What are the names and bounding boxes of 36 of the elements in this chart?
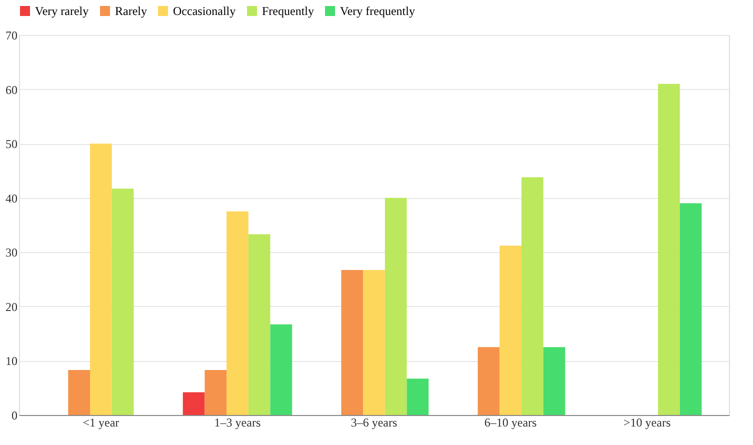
bar bbox=[363, 270, 385, 415]
legend-label: Occasionally bbox=[173, 4, 236, 18]
x-tick-label: 3–6 years bbox=[350, 416, 398, 430]
bar bbox=[248, 234, 270, 415]
bar bbox=[182, 392, 205, 415]
bar bbox=[658, 84, 680, 415]
bar bbox=[90, 144, 112, 415]
bar bbox=[478, 347, 500, 415]
bar bbox=[500, 246, 522, 415]
bar bbox=[341, 270, 364, 415]
x-tick-label: 6–10 years bbox=[484, 416, 538, 430]
legend-label: Very frequently bbox=[340, 4, 415, 18]
y-tick-label: 50 bbox=[6, 137, 18, 152]
y-tick-label: 20 bbox=[6, 300, 18, 314]
y-tick-label: 40 bbox=[6, 191, 18, 206]
x-tick-label: <1 year bbox=[82, 416, 120, 430]
bar bbox=[204, 370, 227, 415]
legend-label: Rarely bbox=[115, 4, 147, 18]
bar bbox=[226, 211, 248, 415]
y-tick-label: 0 bbox=[12, 408, 18, 422]
legend-label: Very rarely bbox=[35, 4, 89, 18]
bar bbox=[270, 324, 292, 415]
legend-label: Frequently bbox=[262, 4, 314, 18]
x-tick-label: 1–3 years bbox=[214, 416, 261, 430]
bar bbox=[521, 177, 544, 415]
y-tick-label: 70 bbox=[6, 28, 18, 42]
y-tick-label: 30 bbox=[6, 246, 18, 260]
bar bbox=[543, 347, 566, 415]
x-tick-label: >10 years bbox=[624, 416, 671, 430]
bar bbox=[406, 378, 429, 415]
bar bbox=[112, 188, 134, 415]
y-tick-label: 60 bbox=[6, 82, 18, 97]
y-tick-label: 10 bbox=[6, 354, 18, 368]
bar bbox=[680, 203, 702, 415]
bar bbox=[384, 198, 407, 415]
bar bbox=[68, 370, 90, 415]
